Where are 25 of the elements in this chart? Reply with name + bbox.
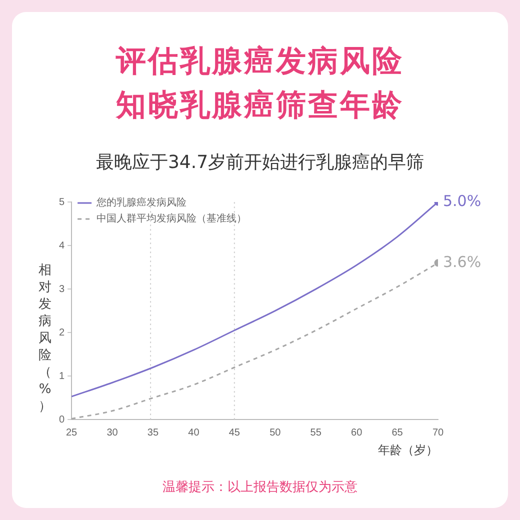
x-tick-label: 50	[270, 427, 282, 438]
x-tick-label: 60	[351, 427, 363, 438]
y-tick-label: 4	[59, 240, 65, 252]
y-tick-label: 5	[59, 196, 65, 208]
x-tick-label: 40	[188, 427, 200, 438]
y-tick-label: 3	[59, 284, 65, 295]
x-tick-label: 30	[106, 427, 118, 438]
x-tick-label: 25	[66, 427, 78, 438]
y-tick-label: 0	[59, 414, 65, 426]
data-label: 3.6%	[443, 252, 482, 271]
x-tick-label: 45	[228, 427, 240, 438]
chart-subtitle: 最晚应于34.7岁前开始进行乳腺癌的早筛	[94, 151, 426, 174]
y-tick-label: 1	[59, 370, 65, 382]
chart-title: 评估乳腺癌发病风险知晓乳腺癌筛查年龄	[114, 43, 405, 125]
x-tick-label: 35	[147, 427, 159, 438]
x-tick-label: 55	[310, 427, 322, 438]
legend-label: 中国人群平均发病风险（基准线）	[96, 212, 247, 225]
y-tick-label: 2	[59, 327, 65, 338]
x-tick-label: 70	[432, 427, 444, 438]
x-tick-label: 65	[392, 427, 404, 438]
x-axis-title: 年龄（岁）	[378, 443, 438, 458]
text: 相对发病风险（%）	[38, 263, 52, 414]
data-label: 5.0%	[443, 192, 482, 210]
text: 温馨提示：以上报告数据仅为示意	[162, 479, 358, 496]
legend-label: 您的乳腺癌发病风险	[96, 196, 187, 209]
